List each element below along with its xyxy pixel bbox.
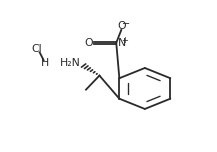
Text: O: O bbox=[85, 38, 93, 48]
Text: Cl: Cl bbox=[31, 44, 42, 54]
Text: O: O bbox=[117, 21, 126, 31]
Text: N: N bbox=[118, 38, 127, 48]
Text: H: H bbox=[41, 58, 49, 68]
Text: H₂N: H₂N bbox=[60, 58, 81, 68]
Text: +: + bbox=[121, 36, 128, 45]
Text: −: − bbox=[122, 19, 130, 29]
